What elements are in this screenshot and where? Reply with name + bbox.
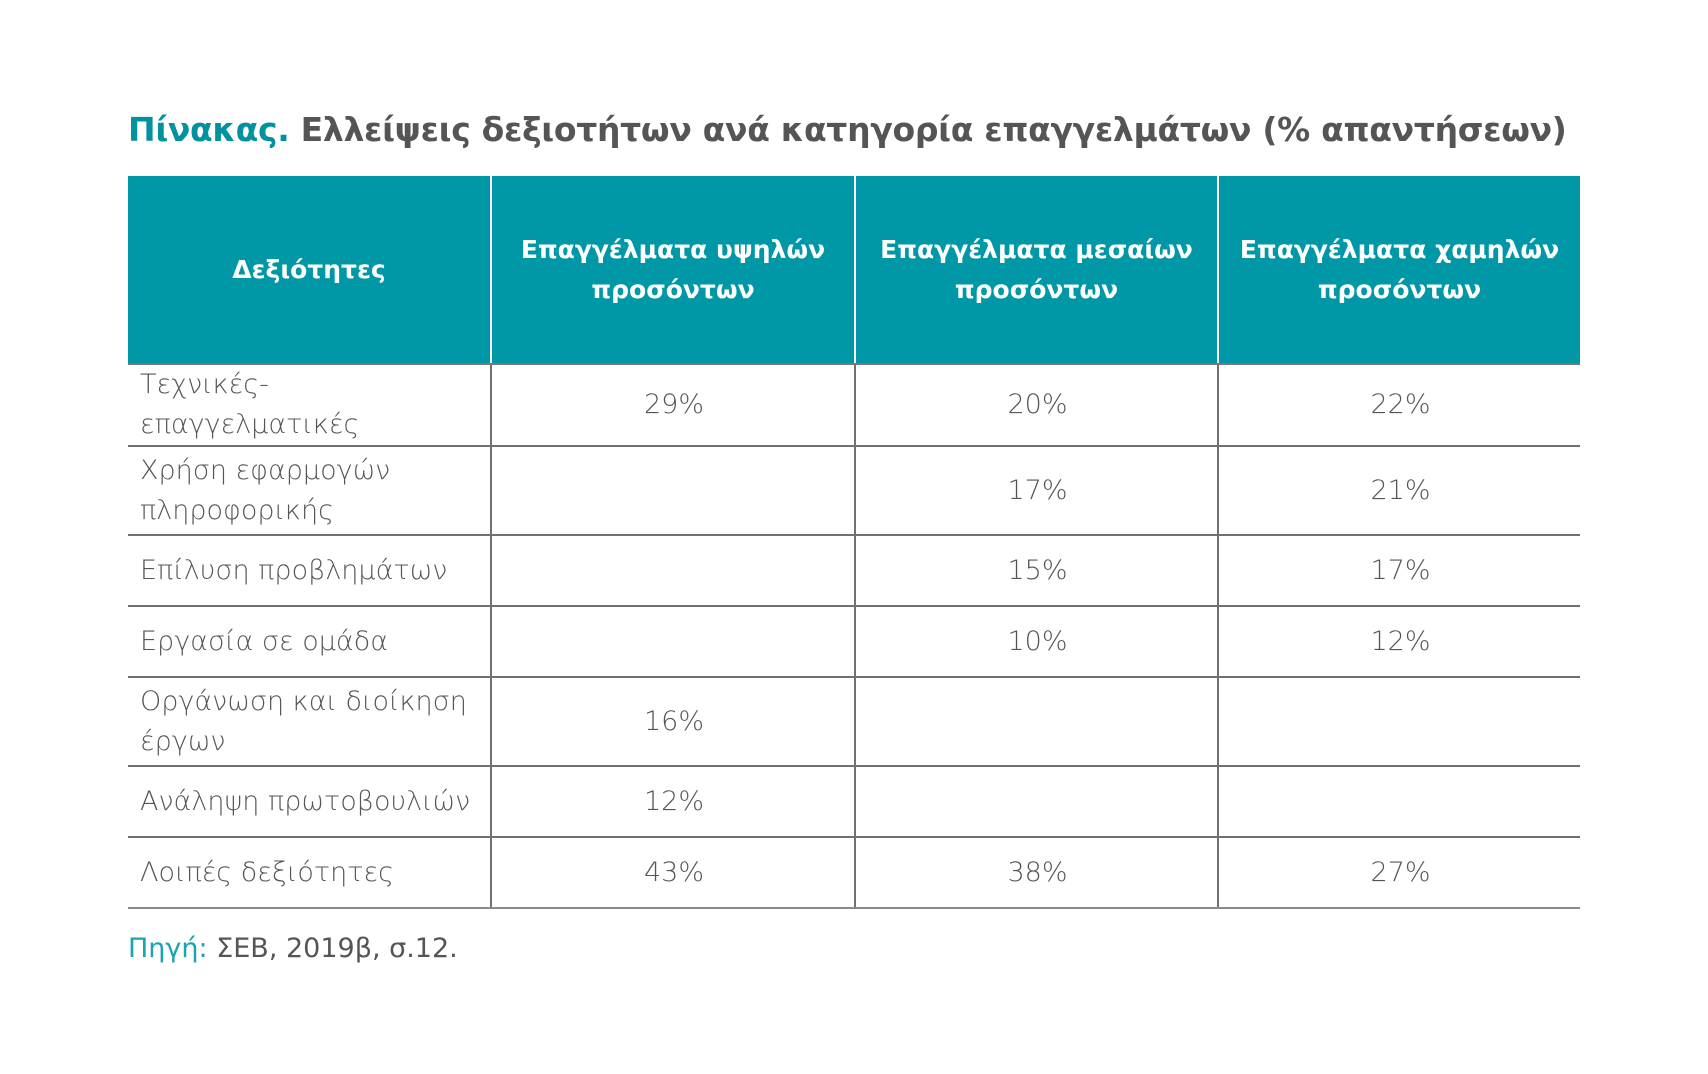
skill-name: Επίλυση προβλημάτων: [128, 535, 491, 607]
skills-gap-table: Δεξιότητες Επαγγέλματα υψηλών προσόντων …: [128, 176, 1580, 909]
source-label: Πηγή:: [128, 933, 208, 964]
value-low: 12%: [1217, 606, 1580, 678]
skill-name: Λοιπές δεξιότητες: [128, 837, 491, 909]
header-skills: Δεξιότητες: [128, 176, 491, 365]
skill-name: Οργάνωση και διοίκηση έργων: [128, 677, 491, 767]
value-high: 16%: [490, 677, 855, 767]
value-mid: 15%: [854, 535, 1218, 607]
value-high: 29%: [490, 364, 855, 447]
value-high: [490, 535, 855, 607]
table-row: Εργασία σε ομάδα 10% 12%: [128, 606, 1580, 678]
header-row: Δεξιότητες Επαγγέλματα υψηλών προσόντων …: [128, 176, 1580, 365]
value-high: [490, 446, 855, 536]
value-mid: 20%: [854, 364, 1218, 447]
value-low: 27%: [1217, 837, 1580, 909]
value-mid: [854, 766, 1218, 838]
value-low: 22%: [1217, 364, 1580, 447]
value-mid: 17%: [854, 446, 1218, 536]
table-row: Λοιπές δεξιότητες 43% 38% 27%: [128, 837, 1580, 909]
source-note: Πηγή: ΣΕΒ, 2019β, σ.12.: [128, 933, 458, 964]
table-title-text: Ελλείψεις δεξιοτήτων ανά κατηγορία επαγγ…: [289, 110, 1567, 149]
table-row: Τεχνικές-επαγγελματικές 29% 20% 22%: [128, 364, 1580, 447]
header-low-skill: Επαγγέλματα χαμηλών προσόντων: [1217, 176, 1580, 365]
table-row: Ανάληψη πρωτοβουλιών 12%: [128, 766, 1580, 838]
value-mid: 38%: [854, 837, 1218, 909]
value-low: [1217, 677, 1580, 767]
table-title-lead: Πίνακας.: [128, 110, 290, 149]
skill-name: Τεχνικές-επαγγελματικές: [128, 364, 491, 447]
header-mid-skill: Επαγγέλματα μεσαίων προσόντων: [854, 176, 1218, 365]
value-low: 17%: [1217, 535, 1580, 607]
source-text: ΣΕΒ, 2019β, σ.12.: [207, 933, 458, 964]
value-high: 43%: [490, 837, 855, 909]
table-row: Χρήση εφαρμογών πληροφορικής 17% 21%: [128, 446, 1580, 536]
value-high: [490, 606, 855, 678]
header-high-skill: Επαγγέλματα υψηλών προσόντων: [490, 176, 855, 365]
skill-name: Εργασία σε ομάδα: [128, 606, 491, 678]
value-mid: 10%: [854, 606, 1218, 678]
skill-name: Χρήση εφαρμογών πληροφορικής: [128, 446, 491, 536]
table-row: Οργάνωση και διοίκηση έργων 16%: [128, 677, 1580, 767]
value-high: 12%: [490, 766, 855, 838]
table-row: Επίλυση προβλημάτων 15% 17%: [128, 535, 1580, 607]
table-title: Πίνακας. Ελλείψεις δεξιοτήτων ανά κατηγο…: [128, 110, 1567, 149]
value-mid: [854, 677, 1218, 767]
value-low: 21%: [1217, 446, 1580, 536]
value-low: [1217, 766, 1580, 838]
skill-name: Ανάληψη πρωτοβουλιών: [128, 766, 491, 838]
